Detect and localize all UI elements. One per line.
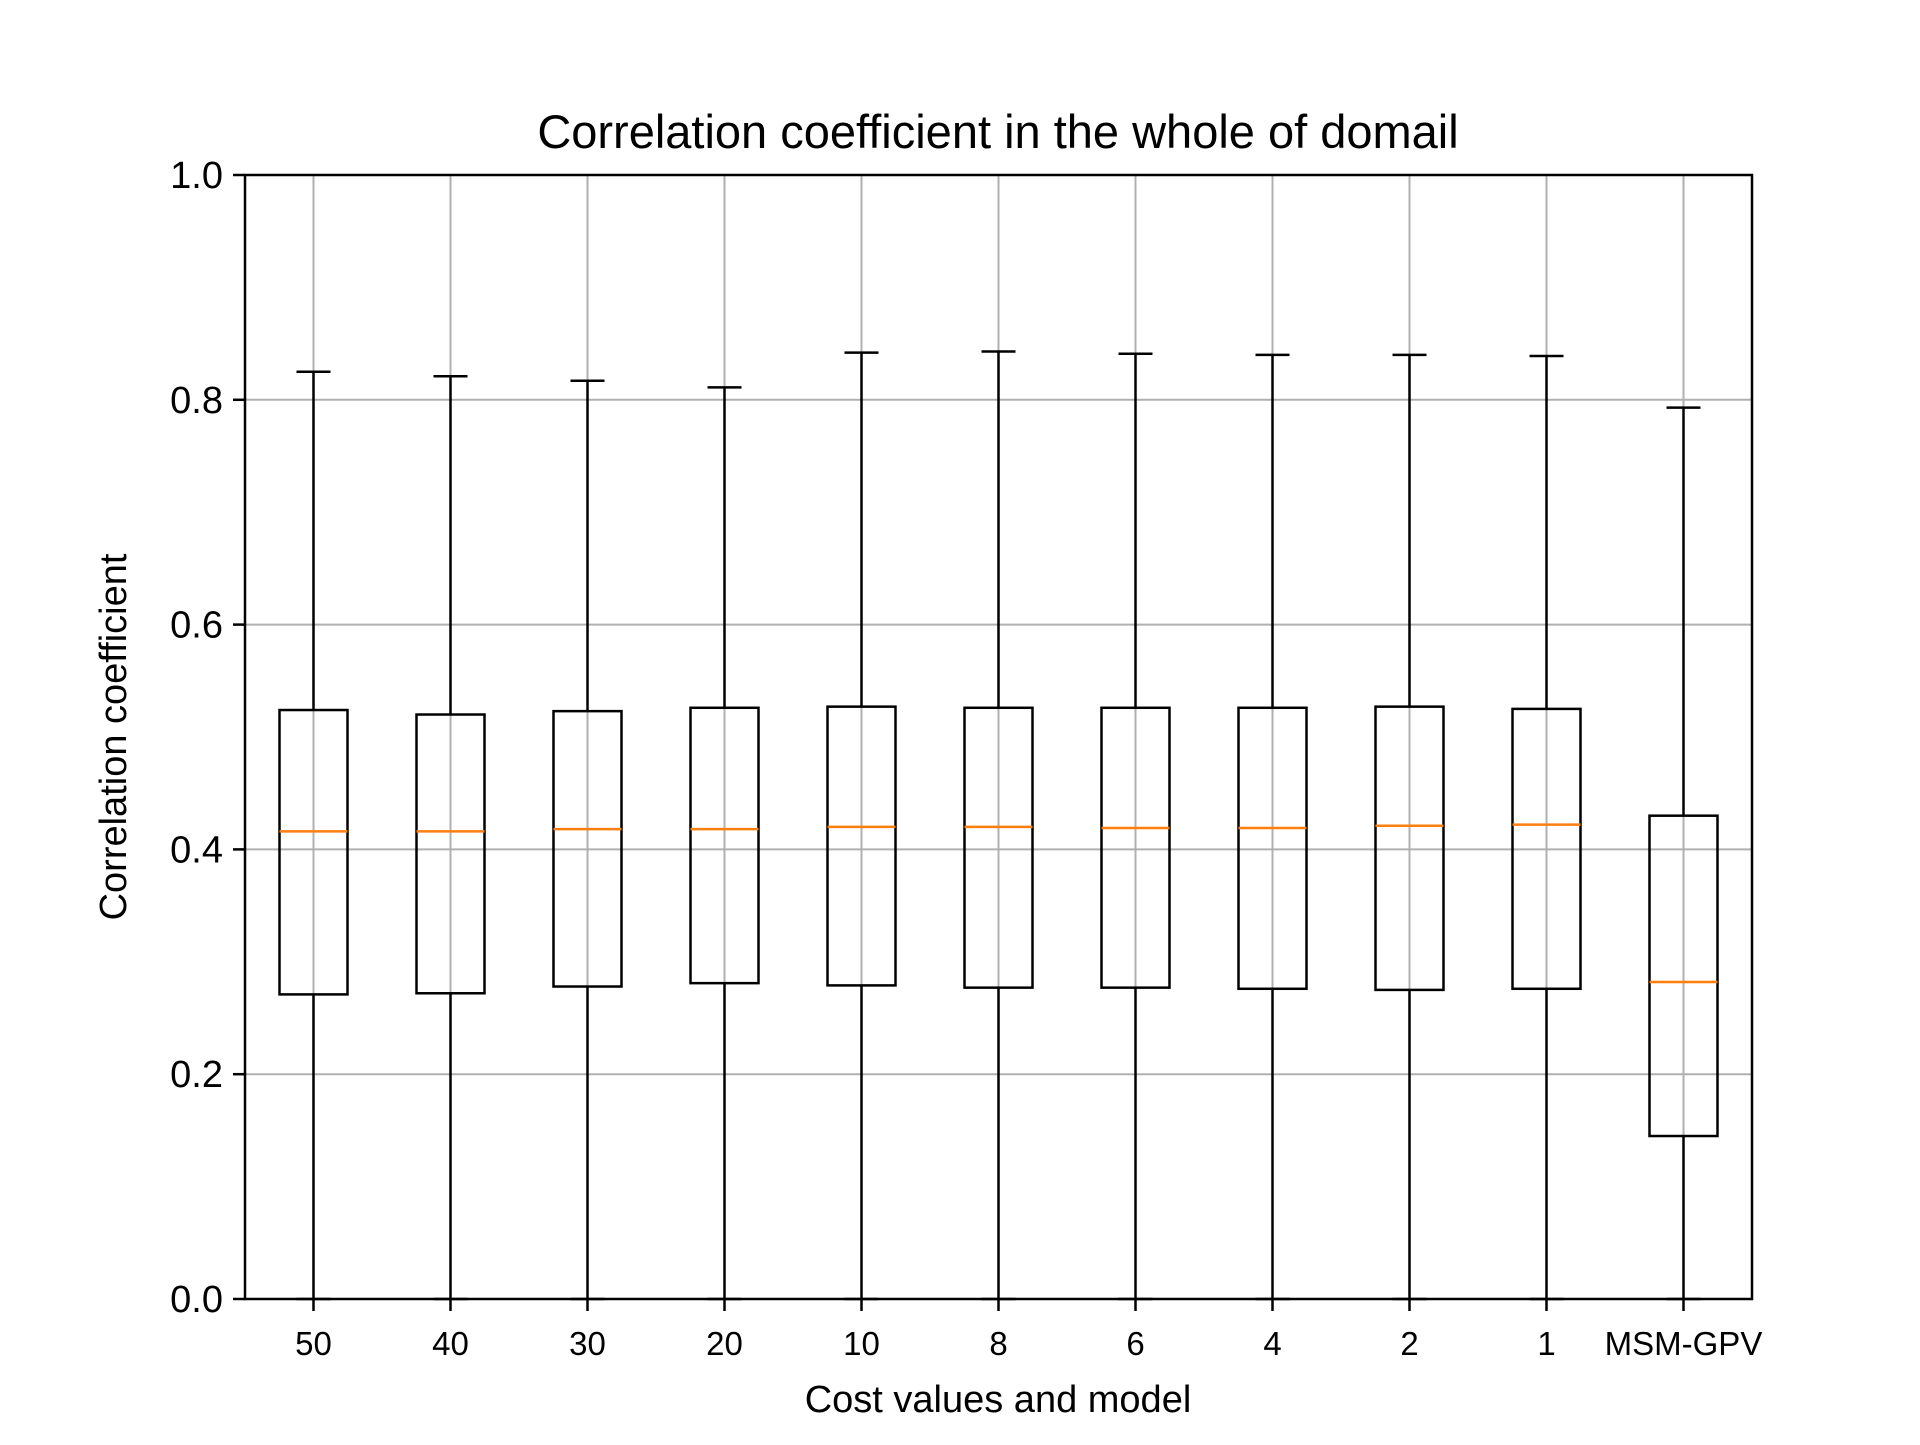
iqr-box <box>826 705 897 987</box>
box-group-4 <box>1237 353 1308 1301</box>
tick-layer: 0.0 0.2 0.4 0.6 0.8 1.0 50 40 30 20 10 8 6 4 2 1 MSM-GPV <box>170 155 1762 1362</box>
x-tick-label: 2 <box>1400 1325 1418 1362</box>
x-tick-label: MSM-GPV <box>1605 1325 1763 1362</box>
iqr-box <box>689 706 760 985</box>
y-tick-label: 0.0 <box>170 1279 223 1321</box>
iqr-box <box>1648 814 1719 1138</box>
y-axis-label: Correlation coefficient <box>93 553 135 920</box>
iqr-box <box>1374 705 1445 992</box>
y-tick-label: 0.6 <box>170 605 223 647</box>
iqr-box <box>415 713 486 995</box>
y-tick-label: 0.4 <box>170 829 223 871</box>
box-group-2 <box>1374 353 1445 1301</box>
x-tick-label: 20 <box>706 1325 743 1362</box>
x-axis-label: Cost values and model <box>805 1379 1192 1421</box>
y-tick-label: 0.2 <box>170 1054 223 1096</box>
box-group-MSM-GPV <box>1648 406 1719 1301</box>
iqr-box <box>1511 707 1582 991</box>
iqr-box <box>963 706 1034 989</box>
iqr-box <box>278 708 349 996</box>
x-tick-label: 30 <box>569 1325 606 1362</box>
box-layer <box>278 350 1719 1301</box>
y-tick-label: 1.0 <box>170 155 223 197</box>
iqr-box <box>1100 706 1171 989</box>
y-tick-label: 0.8 <box>170 380 223 422</box>
iqr-box <box>552 709 623 988</box>
x-tick-label: 4 <box>1263 1325 1281 1362</box>
box-group-6 <box>1100 352 1171 1301</box>
x-tick-label: 10 <box>843 1325 880 1362</box>
x-tick-label: 40 <box>432 1325 469 1362</box>
iqr-box <box>1237 706 1308 991</box>
x-tick-label: 6 <box>1126 1325 1144 1362</box>
x-tick-label: 8 <box>989 1325 1007 1362</box>
box-group-10 <box>826 351 897 1301</box>
x-tick-label: 50 <box>295 1325 332 1362</box>
x-tick-label: 1 <box>1537 1325 1555 1362</box>
chart-title: Correlation coefficient in the whole of … <box>537 105 1458 158</box>
box-group-30 <box>552 379 623 1301</box>
box-group-8 <box>963 350 1034 1301</box>
box-group-50 <box>278 370 349 1301</box>
